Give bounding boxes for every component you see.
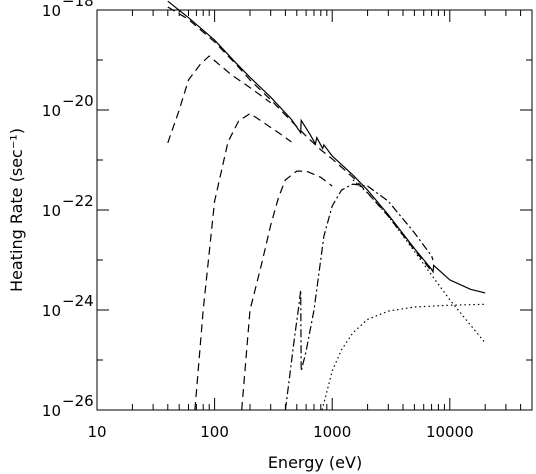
y-tick-label-base: 10	[42, 302, 61, 320]
y-tick-label-exponent: −20	[62, 92, 94, 110]
series-2-line	[167, 55, 272, 144]
series-1-line	[167, 6, 433, 272]
y-tick-label: 10−22	[42, 192, 94, 220]
y-tick-label: 10−18	[42, 0, 94, 20]
y-tick-label-base: 10	[42, 2, 61, 20]
series-6-line	[321, 303, 486, 411]
y-tick-label-base: 10	[42, 102, 61, 120]
y-axis-title: Heating Rate (sec⁻¹)	[7, 128, 26, 292]
series-7-line	[352, 179, 486, 344]
x-tick-label: 1000	[313, 423, 351, 441]
y-tick-label: 10−26	[42, 392, 94, 420]
y-tick-label-exponent: −18	[62, 0, 94, 10]
y-tick-label: 10−20	[42, 92, 94, 120]
y-tick-label-exponent: −26	[62, 392, 94, 410]
x-axis-title: Energy (eV)	[268, 453, 362, 472]
y-tick-label-base: 10	[42, 202, 61, 220]
series-0-line	[167, 0, 486, 294]
y-tick-label: 10−24	[42, 292, 94, 320]
x-tick-label: 10	[87, 423, 106, 441]
series-5-line	[284, 183, 434, 411]
series-4-line	[241, 170, 333, 411]
y-tick-label-base: 10	[42, 402, 61, 420]
series-layer	[167, 0, 486, 411]
series-3-line	[194, 112, 292, 411]
y-tick-label-exponent: −22	[62, 192, 94, 210]
plot-frame	[96, 9, 533, 411]
x-tick-label: 100	[200, 423, 229, 441]
x-tick-labels: 10 100 1000 10000	[87, 423, 473, 441]
x-tick-label: 10000	[426, 423, 474, 441]
y-tick-label-exponent: −24	[62, 292, 94, 310]
